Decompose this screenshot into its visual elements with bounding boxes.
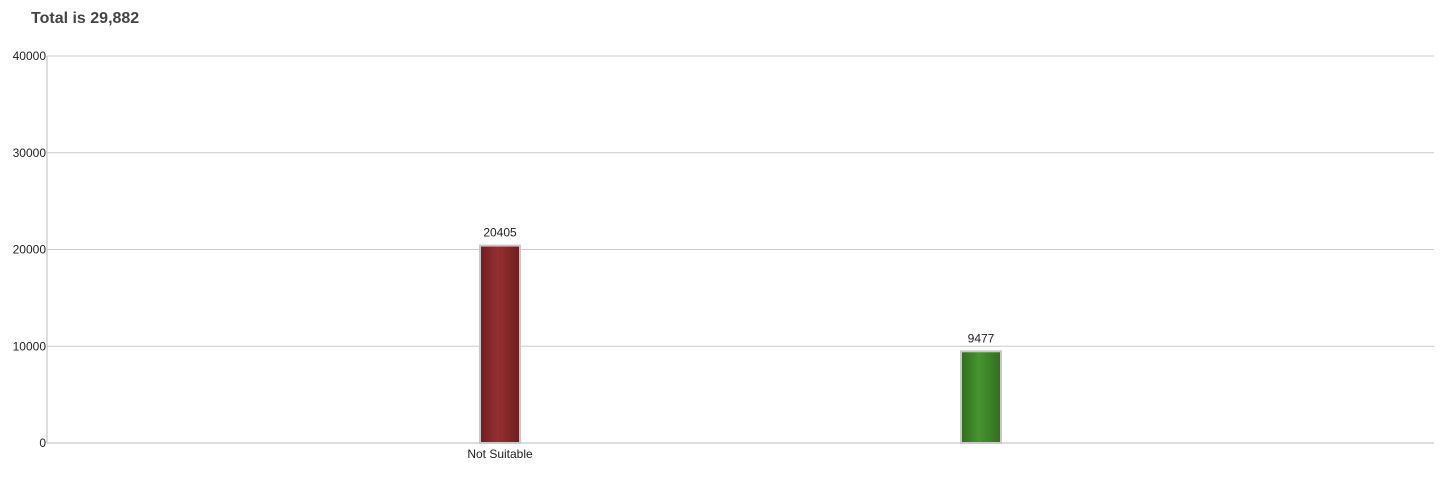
y-tick-label: 20000: [13, 243, 47, 257]
bar[interactable]: [479, 244, 521, 444]
y-tick-label: 30000: [13, 146, 47, 160]
bar-value-label: 9477: [968, 331, 995, 345]
y-tick-label: 10000: [13, 339, 47, 353]
bar[interactable]: [960, 350, 1002, 444]
y-tick-label: 40000: [13, 49, 47, 63]
bar-value-label: 20405: [483, 226, 517, 240]
chart-title: Total is 29,882: [31, 10, 140, 27]
y-tick-label: 0: [39, 436, 46, 450]
x-category-label: Not Suitable: [467, 447, 533, 461]
